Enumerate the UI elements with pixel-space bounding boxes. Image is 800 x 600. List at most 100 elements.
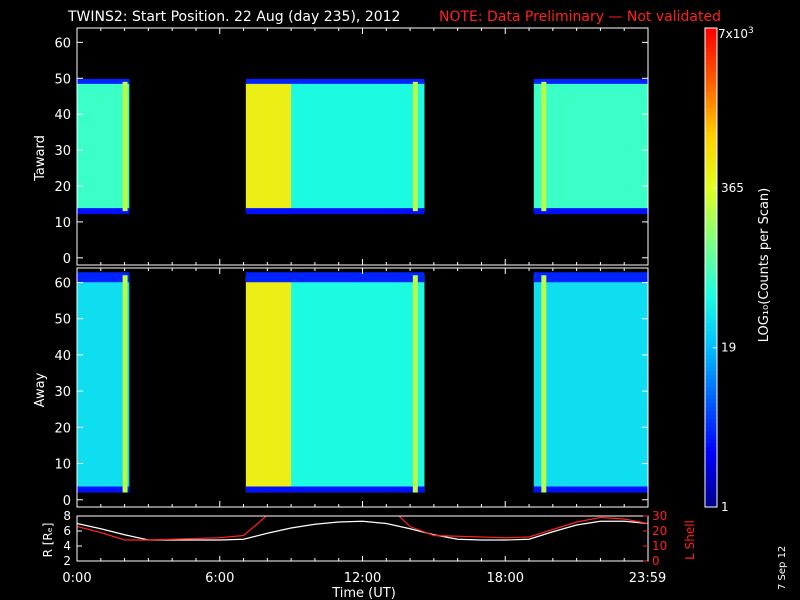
heatmap-upper-edge: [533, 272, 648, 283]
position-frame: [76, 515, 649, 562]
heatmap-band: [77, 275, 130, 493]
heatmap-lower-edge: [77, 208, 130, 215]
colorbar-cell: [705, 339, 717, 344]
colorbar-cell: [705, 55, 717, 61]
colorbar-tick-label: 365: [721, 181, 744, 195]
lshell-tick-label: 20: [652, 524, 667, 538]
r-tick-label: 8: [63, 509, 71, 523]
colorbar-cell: [705, 111, 717, 117]
colorbar-cell: [705, 407, 717, 412]
colorbar-cell: [705, 367, 717, 372]
colorbar-cell: [705, 247, 717, 253]
colorbar-cell: [705, 28, 717, 33]
x-tick-label: 18:00: [487, 571, 524, 586]
colorbar-cell: [705, 499, 717, 504]
colorbar-cell: [705, 183, 717, 189]
heatmap-upper-edge: [77, 78, 130, 84]
colorbar-cell: [705, 487, 717, 492]
colorbar-cell: [705, 163, 717, 169]
colorbar-cell: [705, 307, 717, 313]
colorbar-cell: [705, 427, 717, 432]
colorbar-cell: [705, 287, 717, 293]
colorbar-cell: [705, 211, 717, 217]
heatmap-high-band: [245, 275, 292, 493]
colorbar-cell: [705, 35, 717, 41]
colorbar-cell: [705, 223, 717, 229]
colorbar-cell: [705, 387, 717, 392]
x-tick-label: 12:00: [344, 571, 381, 586]
x-tick-label: 23:59: [629, 571, 666, 586]
colorbar-cell: [705, 423, 717, 428]
y-tick-label: 50: [54, 313, 71, 328]
colorbar-cell: [705, 195, 717, 201]
colorbar-cell: [705, 303, 717, 309]
y-tick-label: 30: [54, 144, 71, 159]
away-panel: 0 10 20 30 40 50 60: [54, 267, 649, 509]
colorbar-cell: [705, 235, 717, 241]
colorbar-top-label: 7x103: [718, 26, 754, 41]
y-tick-label: 10: [54, 216, 71, 231]
colorbar-cell: [705, 463, 717, 468]
colorbar-cell: [705, 299, 717, 305]
lshell-axis-label: L Shell: [683, 520, 697, 560]
colorbar-cell: [705, 415, 717, 420]
colorbar-cell: [705, 251, 717, 257]
colorbar-tick-label: 19: [721, 341, 736, 355]
colorbar-cell: [705, 115, 717, 121]
colorbar-cell: [705, 379, 717, 384]
y-tick-label: 20: [54, 180, 71, 195]
data-note: NOTE: Data Preliminary — Not validated: [439, 9, 721, 25]
y-tick-label: 0: [63, 494, 71, 509]
colorbar-cell: [705, 239, 717, 245]
colorbar-cell: [705, 283, 717, 289]
colorbar-cell: [705, 171, 717, 177]
heatmap-segment-2: [533, 78, 648, 215]
colorbar-cell: [705, 47, 717, 53]
colorbar-cell: [705, 355, 717, 360]
colorbar-cell: [705, 419, 717, 424]
heatmap-spike: [541, 275, 547, 493]
heatmap-upper-edge: [245, 272, 425, 283]
heatmap-band-after: [291, 81, 425, 212]
y-tick-label: 30: [54, 385, 71, 400]
colorbar-cell: [705, 215, 717, 221]
heatmap-upper-edge: [245, 78, 425, 84]
colorbar-cell: [705, 191, 717, 197]
colorbar-cell: [705, 119, 717, 125]
lshell-line-1: [77, 516, 268, 541]
colorbar-cell: [705, 439, 717, 444]
x-tick-label: 6:00: [205, 571, 234, 586]
heatmap-spike: [122, 275, 128, 493]
heatmap-lower-edge: [533, 486, 648, 493]
colorbar-cell: [705, 83, 717, 89]
heatmap-band: [77, 81, 130, 212]
colorbar-cell: [705, 187, 717, 193]
colorbar-cell: [705, 371, 717, 376]
colorbar-cell: [705, 59, 717, 65]
colorbar-cell: [705, 175, 717, 181]
y-tick-label: 60: [54, 276, 71, 291]
heatmap-upper-edge: [77, 272, 130, 283]
heatmap-lower-edge: [533, 208, 648, 215]
colorbar-frame: [704, 27, 718, 508]
colorbar-cell: [705, 147, 717, 153]
colorbar-cell: [705, 231, 717, 237]
y-tick-label: 0: [63, 252, 71, 267]
colorbar-cell: [705, 343, 717, 348]
colorbar-cell: [705, 159, 717, 165]
toward-ylabel: Taward: [33, 135, 48, 182]
r-tick-label: 4: [63, 539, 71, 553]
colorbar-cell: [705, 179, 717, 185]
heatmap-segment-1: [245, 78, 425, 215]
colorbar-cell: [705, 347, 717, 352]
colorbar-cell: [705, 395, 717, 400]
colorbar: 1 19 365: [704, 27, 744, 514]
colorbar-cell: [705, 219, 717, 225]
y-tick-label: 20: [54, 421, 71, 436]
r-axis-label: R [Rₑ]: [41, 523, 55, 558]
colorbar-cell: [705, 295, 717, 301]
colorbar-cell: [705, 275, 717, 281]
colorbar-cell: [705, 375, 717, 380]
lshell-tick-label: 30: [652, 509, 667, 523]
